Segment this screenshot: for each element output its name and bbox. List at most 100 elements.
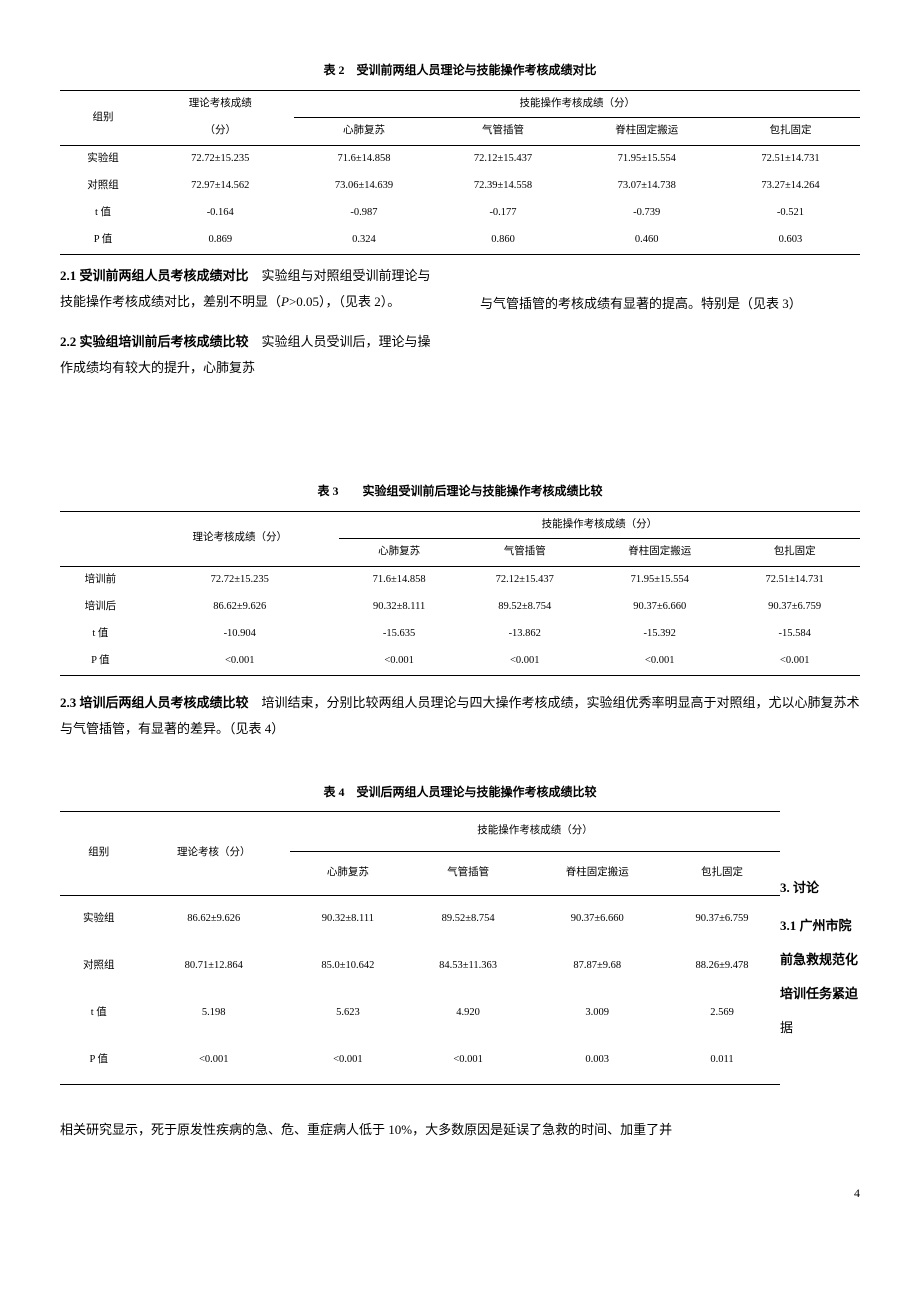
t2-skill-col: 心肺复苏 [294, 118, 433, 146]
cell: -13.862 [459, 621, 590, 648]
discuss-31a: 3.1 广 [780, 918, 813, 933]
table3-title: 表 3 实验组受训前后理论与技能操作考核成绩比较 [60, 481, 860, 503]
cell: 71.6±14.858 [294, 146, 433, 173]
table-row: 对照组 72.97±14.562 73.06±14.639 72.39±14.5… [60, 173, 860, 200]
cell: 71.95±15.554 [590, 567, 729, 594]
cell: 72.39±14.558 [433, 173, 572, 200]
t4-skill-col: 气管插管 [406, 852, 531, 896]
cell: -0.164 [146, 200, 294, 227]
table4: 组别 理论考核（分） 技能操作考核成绩（分） 心肺复苏 气管插管 脊柱固定搬运 … [60, 811, 780, 1084]
sec21-p: P [281, 294, 289, 309]
cell: 84.53±11.363 [406, 943, 531, 990]
cell: 培训前 [60, 567, 141, 594]
cell: 0.869 [146, 227, 294, 254]
cell: 88.26±9.478 [664, 943, 780, 990]
table-row: 实验组 86.62±9.626 90.32±8.111 89.52±8.754 … [60, 896, 780, 943]
cell: 87.87±9.68 [530, 943, 664, 990]
cell: <0.001 [290, 1037, 406, 1084]
table-row: 对照组 80.71±12.864 85.0±10.642 84.53±11.36… [60, 943, 780, 990]
cell: P 值 [60, 648, 141, 675]
cell: 90.32±8.111 [290, 896, 406, 943]
cell: <0.001 [141, 648, 339, 675]
cell: 86.62±9.626 [141, 594, 339, 621]
cell: 0.324 [294, 227, 433, 254]
cell: 73.06±14.639 [294, 173, 433, 200]
cell: 72.12±15.437 [459, 567, 590, 594]
t2-skill-col: 包扎固定 [721, 118, 860, 146]
t2-head-theory-sub: （分） [146, 118, 294, 146]
cell: -15.584 [729, 621, 860, 648]
t3-skill-col: 心肺复苏 [339, 539, 460, 567]
table-row: t 值 -0.164 -0.987 -0.177 -0.739 -0.521 [60, 200, 860, 227]
section-2-1-2-2: 2.1 受训前两组人员考核成绩对比 实验组与对照组受训前理论与技能操作考核成绩对… [60, 263, 860, 381]
cell: <0.001 [590, 648, 729, 675]
cell: 86.62±9.626 [138, 896, 290, 943]
cell: -15.392 [590, 621, 729, 648]
table-row: P 值 <0.001 <0.001 <0.001 0.003 0.011 [60, 1037, 780, 1084]
cell: 90.37±6.660 [530, 896, 664, 943]
cell: 71.6±14.858 [339, 567, 460, 594]
cell: 90.37±6.759 [729, 594, 860, 621]
cell: P 值 [60, 1037, 138, 1084]
cell: 90.37±6.759 [664, 896, 780, 943]
cell: <0.001 [459, 648, 590, 675]
cell: -0.177 [433, 200, 572, 227]
sec21-head: 2.1 受训前两组人员考核成绩对比 [60, 268, 249, 283]
t3-skill-col: 脊柱固定搬运 [590, 539, 729, 567]
t3-blank [60, 511, 141, 567]
sec21-text2: >0.05），（见表 2）。 [289, 294, 400, 309]
cell: 4.920 [406, 990, 531, 1037]
cell: 72.72±15.235 [146, 146, 294, 173]
cell: 72.51±14.731 [729, 567, 860, 594]
cell: 2.569 [664, 990, 780, 1037]
last-para: 相关研究显示，死于原发性疾病的急、危、重症病人低于 10%，大多数原因是延误了急… [60, 1117, 860, 1143]
cell: 72.72±15.235 [141, 567, 339, 594]
table2-title: 表 2 受训前两组人员理论与技能操作考核成绩对比 [60, 60, 860, 82]
cell: 72.97±14.562 [146, 173, 294, 200]
cell: 实验组 [60, 146, 146, 173]
cell: 5.198 [138, 990, 290, 1037]
t2-head-skill: 技能操作考核成绩（分） [294, 90, 860, 118]
cell: <0.001 [138, 1037, 290, 1084]
cell: 72.12±15.437 [433, 146, 572, 173]
table-row: t 值 5.198 5.623 4.920 3.009 2.569 [60, 990, 780, 1037]
t2-head-theory: 理论考核成绩 [146, 90, 294, 118]
cell: -0.987 [294, 200, 433, 227]
cell: 0.011 [664, 1037, 780, 1084]
t4-skill-col: 包扎固定 [664, 852, 780, 896]
table4-title: 表 4 受训后两组人员理论与技能操作考核成绩比较 [60, 782, 860, 804]
cell: 73.07±14.738 [573, 173, 721, 200]
cell: 80.71±12.864 [138, 943, 290, 990]
cell: 培训后 [60, 594, 141, 621]
t4-skill-col: 脊柱固定搬运 [530, 852, 664, 896]
t2-head-group: 组别 [60, 90, 146, 146]
cell: -10.904 [141, 621, 339, 648]
cell: 对照组 [60, 173, 146, 200]
cell: P 值 [60, 227, 146, 254]
table3: 理论考核成绩（分） 技能操作考核成绩（分） 心肺复苏 气管插管 脊柱固定搬运 包… [60, 511, 860, 676]
cell: 85.0±10.642 [290, 943, 406, 990]
t4-head-theory: 理论考核（分） [138, 812, 290, 896]
cell: 0.460 [573, 227, 721, 254]
cell: 90.32±8.111 [339, 594, 460, 621]
table-row: P 值 <0.001 <0.001 <0.001 <0.001 <0.001 [60, 648, 860, 675]
cell: 89.52±8.754 [406, 896, 531, 943]
cell: 90.37±6.660 [590, 594, 729, 621]
sec22-head: 2.2 实验组培训前后考核成绩比较 [60, 334, 249, 349]
table-row: P 值 0.869 0.324 0.860 0.460 0.603 [60, 227, 860, 254]
page-number: 4 [60, 1183, 860, 1205]
discuss-head: 3. 讨论 [780, 871, 860, 905]
cell: 0.603 [721, 227, 860, 254]
cell: -0.521 [721, 200, 860, 227]
cell: 0.003 [530, 1037, 664, 1084]
table-row: 实验组 72.72±15.235 71.6±14.858 72.12±15.43… [60, 146, 860, 173]
cell: <0.001 [729, 648, 860, 675]
cell: t 值 [60, 621, 141, 648]
cell: -15.635 [339, 621, 460, 648]
cell: <0.001 [339, 648, 460, 675]
t4-head-skill: 技能操作考核成绩（分） [290, 812, 780, 852]
t2-skill-col: 气管插管 [433, 118, 572, 146]
t3-skill-col: 气管插管 [459, 539, 590, 567]
cell: <0.001 [406, 1037, 531, 1084]
table-row: t 值 -10.904 -15.635 -13.862 -15.392 -15.… [60, 621, 860, 648]
